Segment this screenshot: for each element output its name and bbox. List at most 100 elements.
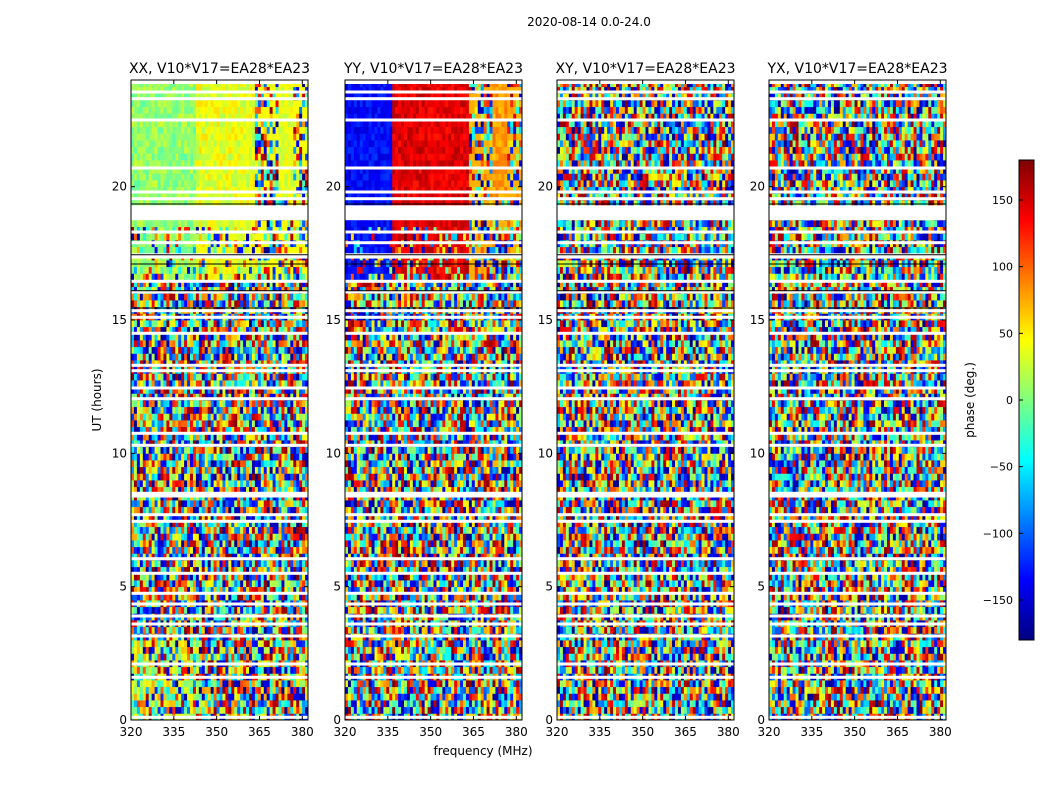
heatmap-cell xyxy=(278,453,282,461)
heatmap-cell xyxy=(136,326,141,334)
heatmap-cell xyxy=(260,440,265,448)
heatmap-cell xyxy=(139,440,144,448)
heatmap-cell xyxy=(142,453,147,461)
heatmap-cell xyxy=(136,573,141,581)
heatmap-cell xyxy=(257,426,262,434)
heatmap-cell xyxy=(160,186,164,194)
heatmap-cell xyxy=(160,220,164,228)
heatmap-cell xyxy=(281,386,285,394)
heatmap-cell xyxy=(251,453,256,461)
heatmap-cell xyxy=(266,500,271,508)
heatmap-cell xyxy=(266,693,271,701)
heatmap-cell xyxy=(237,553,241,561)
heatmap-cell xyxy=(139,646,144,654)
heatmap-cell xyxy=(275,446,279,454)
heatmap-cell xyxy=(305,373,308,381)
heatmap-cell xyxy=(163,380,167,388)
heatmap-cell xyxy=(246,640,250,648)
heatmap-cell xyxy=(290,433,294,441)
heatmap-cell xyxy=(305,500,308,508)
heatmap-cell xyxy=(157,160,161,168)
heatmap-cell xyxy=(157,566,161,574)
heatmap-cell xyxy=(249,173,253,181)
heatmap-cell xyxy=(251,666,256,674)
heatmap-cell xyxy=(281,400,285,408)
heatmap-cell xyxy=(148,226,153,234)
heatmap-cell xyxy=(281,353,285,361)
heatmap-cell xyxy=(257,346,262,354)
heatmap-cell xyxy=(269,340,273,348)
heatmap-cell xyxy=(266,566,271,574)
heatmap-cell xyxy=(201,480,206,488)
heatmap-cell xyxy=(251,680,256,688)
heatmap-cell xyxy=(275,693,279,701)
heatmap-cell xyxy=(222,466,226,474)
heatmap-cell xyxy=(293,473,297,481)
heatmap-cell xyxy=(175,533,179,541)
heatmap-cell xyxy=(251,346,256,354)
heatmap-cell xyxy=(231,380,235,388)
heatmap-cell xyxy=(131,526,135,534)
heatmap-cell xyxy=(139,273,144,281)
heatmap-cell xyxy=(190,333,194,341)
heatmap-cell xyxy=(290,353,294,361)
heatmap-cell xyxy=(204,333,209,341)
heatmap-cell xyxy=(148,446,153,454)
heatmap-cell xyxy=(228,506,232,514)
heatmap-cell xyxy=(260,506,265,514)
heatmap-cell xyxy=(163,706,167,714)
heatmap-cell xyxy=(131,466,135,474)
heatmap-cell xyxy=(284,460,288,468)
heatmap-cell xyxy=(287,360,291,368)
heatmap-cell xyxy=(142,293,147,301)
heatmap-cell xyxy=(287,353,291,361)
heatmap-cell xyxy=(272,326,276,334)
heatmap-cell xyxy=(166,246,170,254)
heatmap-cell xyxy=(163,473,167,481)
heatmap-cell xyxy=(160,566,164,574)
heatmap-cell xyxy=(148,180,153,188)
heatmap-cell xyxy=(249,293,253,301)
heatmap-cell xyxy=(260,186,265,194)
heatmap-cell xyxy=(148,293,153,301)
heatmap-cell xyxy=(263,400,268,408)
heatmap-cell xyxy=(219,426,223,434)
heatmap-cell xyxy=(296,553,300,561)
heatmap-cell xyxy=(293,520,297,528)
heatmap-cell xyxy=(246,586,250,594)
heatmap-cell xyxy=(290,426,294,434)
heatmap-cell xyxy=(302,386,306,394)
heatmap-cell xyxy=(192,433,197,441)
heatmap-cell xyxy=(290,420,294,428)
heatmap-cell xyxy=(142,353,147,361)
heatmap-cell xyxy=(231,293,235,301)
heatmap-cell xyxy=(249,440,253,448)
heatmap-cell xyxy=(172,406,176,414)
heatmap-cell xyxy=(228,500,232,508)
heatmap-cell xyxy=(148,186,153,194)
heatmap-cell xyxy=(139,473,144,481)
heatmap-cell xyxy=(266,560,271,568)
heatmap-cell xyxy=(243,473,247,481)
heatmap-cell xyxy=(225,266,229,274)
heatmap-cell xyxy=(151,186,155,194)
heatmap-cell xyxy=(184,480,188,488)
heatmap-cell xyxy=(166,380,170,388)
heatmap-cell xyxy=(254,513,259,521)
heatmap-cell xyxy=(136,580,141,588)
heatmap-cell xyxy=(240,473,244,481)
heatmap-cell xyxy=(187,680,191,688)
heatmap-cell xyxy=(201,486,206,494)
heatmap-cell xyxy=(290,406,294,414)
heatmap-cell xyxy=(178,180,182,188)
heatmap-cell xyxy=(257,333,262,341)
heatmap-cell xyxy=(249,246,253,254)
heatmap-cell xyxy=(195,446,200,454)
heatmap-cell xyxy=(172,700,176,708)
heatmap-cell xyxy=(131,193,135,201)
heatmap-cell xyxy=(187,486,191,494)
heatmap-cell xyxy=(184,293,188,301)
heatmap-cell xyxy=(148,640,153,648)
heatmap-cell xyxy=(257,353,262,361)
heatmap-cell xyxy=(172,193,176,201)
